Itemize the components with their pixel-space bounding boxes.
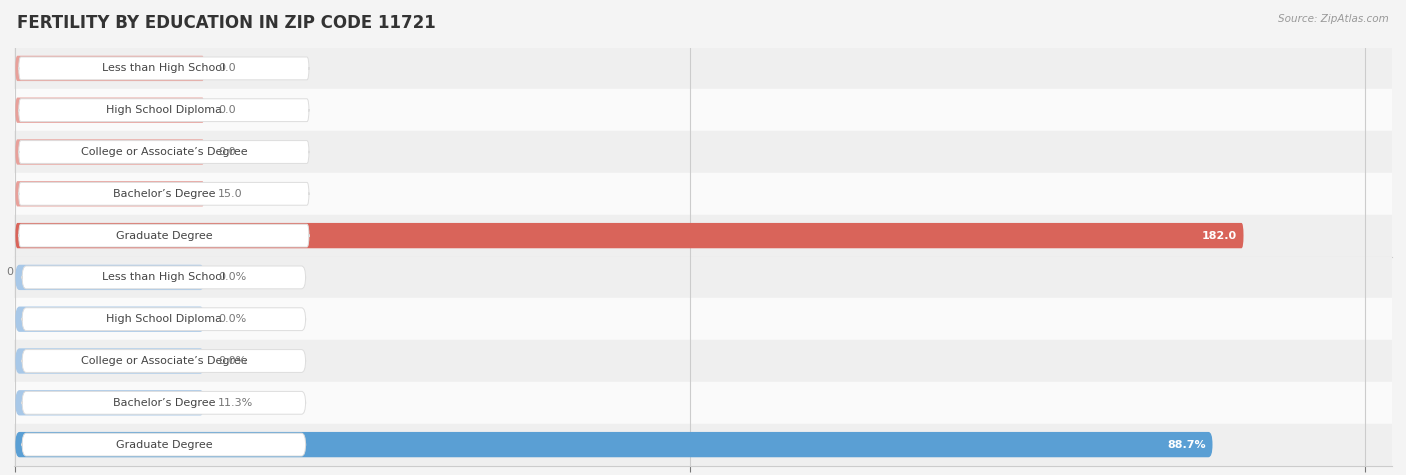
FancyBboxPatch shape <box>15 348 204 374</box>
FancyBboxPatch shape <box>15 265 204 290</box>
Text: 182.0: 182.0 <box>1202 230 1237 241</box>
Text: Source: ZipAtlas.com: Source: ZipAtlas.com <box>1278 14 1389 24</box>
Bar <box>14 131 1392 173</box>
FancyBboxPatch shape <box>15 97 204 123</box>
FancyBboxPatch shape <box>22 433 305 456</box>
FancyBboxPatch shape <box>15 306 204 332</box>
Text: Bachelor’s Degree: Bachelor’s Degree <box>112 398 215 408</box>
Bar <box>14 382 1392 424</box>
FancyBboxPatch shape <box>18 99 309 122</box>
FancyBboxPatch shape <box>18 224 309 247</box>
Text: High School Diploma: High School Diploma <box>105 105 222 115</box>
Bar <box>14 89 1392 131</box>
Text: 0.0: 0.0 <box>218 147 235 157</box>
Text: Less than High School: Less than High School <box>103 63 225 74</box>
FancyBboxPatch shape <box>15 181 204 207</box>
Bar <box>14 256 1392 298</box>
FancyBboxPatch shape <box>18 57 309 80</box>
Text: Less than High School: Less than High School <box>103 272 225 283</box>
Bar <box>14 173 1392 215</box>
Text: 0.0%: 0.0% <box>218 272 246 283</box>
Text: 0.0: 0.0 <box>218 63 235 74</box>
Text: College or Associate’s Degree: College or Associate’s Degree <box>80 356 247 366</box>
FancyBboxPatch shape <box>15 139 204 165</box>
Text: 0.0%: 0.0% <box>218 314 246 324</box>
Bar <box>14 48 1392 89</box>
FancyBboxPatch shape <box>18 141 309 163</box>
Text: Bachelor’s Degree: Bachelor’s Degree <box>112 189 215 199</box>
FancyBboxPatch shape <box>15 223 1243 248</box>
FancyBboxPatch shape <box>22 266 305 289</box>
FancyBboxPatch shape <box>15 432 1212 457</box>
Text: 0.0: 0.0 <box>218 105 235 115</box>
Bar <box>14 215 1392 256</box>
Text: 88.7%: 88.7% <box>1167 439 1206 450</box>
Text: College or Associate’s Degree: College or Associate’s Degree <box>80 147 247 157</box>
Bar <box>14 424 1392 466</box>
Text: FERTILITY BY EDUCATION IN ZIP CODE 11721: FERTILITY BY EDUCATION IN ZIP CODE 11721 <box>17 14 436 32</box>
FancyBboxPatch shape <box>18 182 309 205</box>
FancyBboxPatch shape <box>15 390 204 416</box>
Text: 15.0: 15.0 <box>218 189 242 199</box>
FancyBboxPatch shape <box>22 391 305 414</box>
Bar <box>14 340 1392 382</box>
Text: 0.0%: 0.0% <box>218 356 246 366</box>
Text: High School Diploma: High School Diploma <box>105 314 222 324</box>
Text: Graduate Degree: Graduate Degree <box>115 230 212 241</box>
FancyBboxPatch shape <box>22 350 305 372</box>
Bar <box>14 298 1392 340</box>
FancyBboxPatch shape <box>15 56 204 81</box>
Text: Graduate Degree: Graduate Degree <box>115 439 212 450</box>
Text: 11.3%: 11.3% <box>218 398 253 408</box>
FancyBboxPatch shape <box>22 308 305 331</box>
